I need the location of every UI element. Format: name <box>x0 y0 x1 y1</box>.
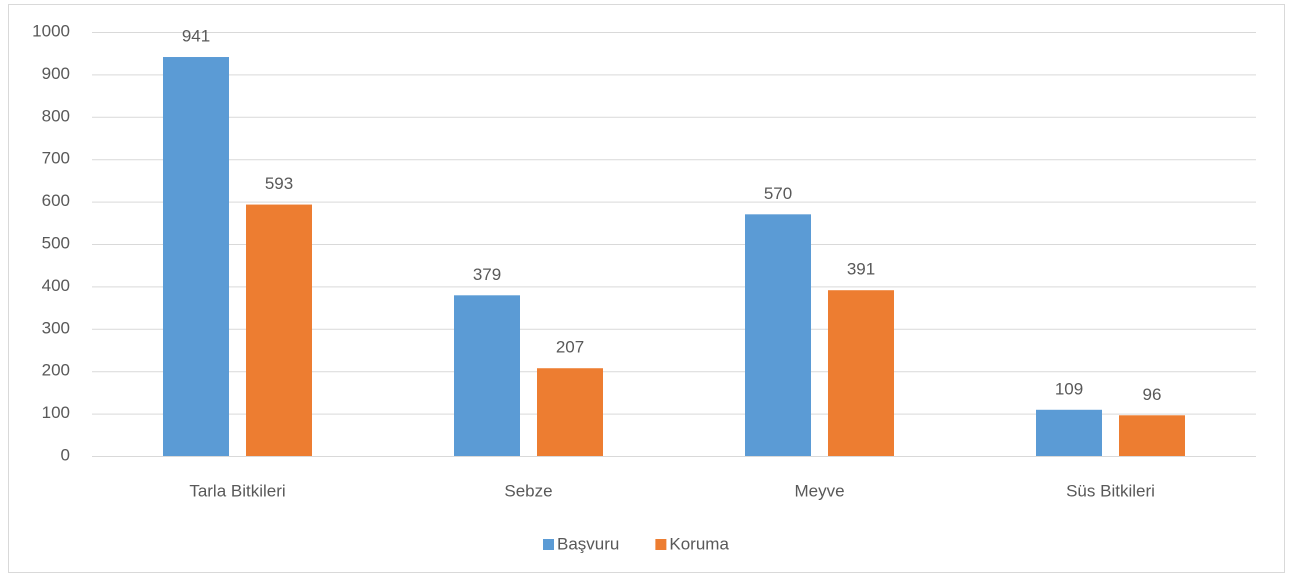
data-label: 391 <box>847 260 875 279</box>
bar <box>246 204 312 456</box>
bar <box>745 214 811 456</box>
bar <box>163 57 229 457</box>
x-tick-label: Meyve <box>794 481 844 500</box>
y-tick-label: 900 <box>42 64 70 83</box>
bar <box>828 290 894 456</box>
y-tick-label: 500 <box>42 233 70 252</box>
y-tick-label: 300 <box>42 318 70 337</box>
y-tick-label: 400 <box>42 276 70 295</box>
y-tick-label: 700 <box>42 149 70 168</box>
legend-label: Koruma <box>669 534 729 553</box>
y-tick-label: 1000 <box>32 21 70 40</box>
data-label: 109 <box>1055 379 1083 398</box>
data-label: 96 <box>1143 385 1162 404</box>
data-label: 207 <box>556 338 584 357</box>
x-tick-label: Sebze <box>504 481 552 500</box>
y-tick-label: 600 <box>42 191 70 210</box>
legend-label: Başvuru <box>557 534 619 553</box>
y-tick-label: 200 <box>42 361 70 380</box>
y-tick-label: 100 <box>42 403 70 422</box>
data-label: 941 <box>182 27 210 46</box>
bar <box>537 368 603 456</box>
x-tick-label: Süs Bitkileri <box>1066 481 1155 500</box>
bar <box>1036 409 1102 456</box>
bar <box>454 295 520 456</box>
legend-swatch <box>655 539 667 550</box>
data-label: 593 <box>265 174 293 193</box>
data-label: 379 <box>473 265 501 284</box>
x-tick-label: Tarla Bitkileri <box>189 481 285 500</box>
data-label: 570 <box>764 184 792 203</box>
legend-swatch <box>543 539 554 550</box>
y-tick-label: 800 <box>42 106 70 125</box>
bar <box>1119 415 1185 456</box>
y-tick-label: 0 <box>61 445 70 464</box>
